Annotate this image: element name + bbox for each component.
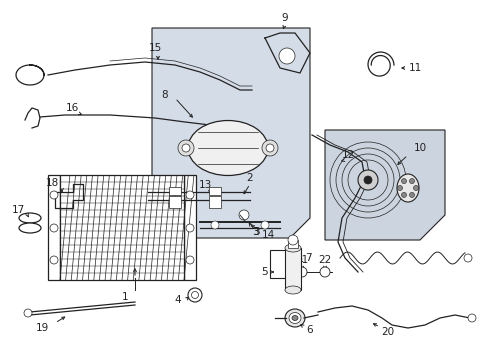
Ellipse shape [187, 121, 267, 176]
Circle shape [287, 235, 297, 245]
Circle shape [265, 144, 273, 152]
Text: 9: 9 [281, 13, 288, 23]
Ellipse shape [285, 309, 305, 327]
Circle shape [401, 179, 406, 184]
Bar [285, 248, 301, 290]
Circle shape [191, 292, 198, 298]
Ellipse shape [285, 286, 301, 294]
Circle shape [408, 179, 414, 184]
Bar [287, 240, 297, 248]
Circle shape [413, 185, 418, 190]
Circle shape [363, 176, 371, 184]
Text: 20: 20 [381, 327, 394, 337]
Bar [48, 175, 60, 280]
Ellipse shape [19, 213, 41, 223]
Circle shape [463, 254, 471, 262]
Circle shape [239, 210, 248, 220]
Text: 16: 16 [65, 103, 79, 113]
Ellipse shape [288, 312, 301, 324]
Bar [169, 196, 181, 208]
Circle shape [187, 288, 202, 302]
Circle shape [185, 256, 194, 264]
Text: 6: 6 [306, 325, 313, 335]
Text: 10: 10 [412, 143, 426, 153]
Circle shape [262, 140, 278, 156]
Text: 14: 14 [261, 230, 274, 240]
Circle shape [210, 221, 219, 229]
Circle shape [357, 170, 377, 190]
Circle shape [408, 193, 414, 197]
Text: 8: 8 [162, 90, 168, 100]
Ellipse shape [19, 223, 41, 233]
Text: 11: 11 [407, 63, 421, 73]
Text: 15: 15 [148, 43, 162, 53]
Text: 4: 4 [174, 295, 181, 305]
Circle shape [279, 48, 294, 64]
Text: 21: 21 [295, 255, 308, 265]
Bar [169, 187, 181, 195]
Text: 22: 22 [318, 255, 331, 265]
Bar [183, 175, 196, 280]
Circle shape [319, 267, 329, 277]
Ellipse shape [285, 244, 301, 252]
Circle shape [467, 314, 475, 322]
Bar [269, 250, 297, 278]
Text: 1: 1 [122, 292, 128, 302]
Text: 7: 7 [304, 253, 311, 263]
Text: 2: 2 [246, 173, 253, 183]
Ellipse shape [396, 174, 418, 202]
Circle shape [261, 221, 268, 229]
Circle shape [185, 191, 194, 199]
Text: 12: 12 [341, 150, 354, 160]
Polygon shape [325, 130, 444, 240]
Text: 18: 18 [45, 178, 59, 188]
Circle shape [50, 191, 58, 199]
Circle shape [185, 224, 194, 232]
Text: 3: 3 [252, 227, 259, 237]
Ellipse shape [291, 315, 297, 320]
Circle shape [24, 309, 32, 317]
Circle shape [178, 140, 194, 156]
Circle shape [397, 185, 402, 190]
Text: 5: 5 [260, 267, 267, 277]
Text: 13: 13 [198, 180, 211, 190]
Polygon shape [152, 28, 309, 238]
Circle shape [50, 224, 58, 232]
Bar [60, 175, 183, 280]
Text: 19: 19 [35, 323, 48, 333]
Circle shape [296, 267, 306, 277]
Circle shape [50, 256, 58, 264]
Circle shape [182, 144, 190, 152]
Bar [208, 196, 221, 208]
Bar [208, 187, 221, 195]
Circle shape [401, 193, 406, 197]
Text: 3: 3 [251, 227, 258, 237]
Text: 17: 17 [11, 205, 24, 215]
